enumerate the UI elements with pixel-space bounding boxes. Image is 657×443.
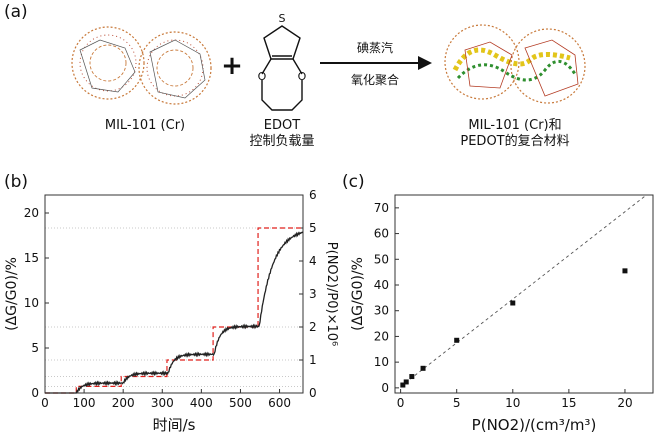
x-tick-label: 400 [190,396,213,410]
y-tick-label: 0 [381,381,389,395]
data-point [454,337,460,343]
x-tick-label: 600 [268,396,291,410]
y-axis-label-left: (ΔG/G0)/% [4,257,20,331]
y-tick-label: 70 [374,201,389,215]
data-point [403,379,409,385]
y-tick-label-right: 1 [309,353,317,367]
y-tick-label-right: 0 [309,386,317,400]
y-tick-label: 10 [374,355,389,369]
y-tick-label: 30 [374,304,389,318]
atom-oxygen-right: O [298,70,307,83]
y-tick-label: 50 [374,252,389,266]
panel-label-b: (b) [4,172,29,192]
y-tick-label: 40 [374,278,389,292]
x-tick-label: 200 [112,396,135,410]
x-tick-label: 500 [229,396,252,410]
linear-fit-line [400,194,647,387]
x-tick-label: 15 [561,396,576,410]
panel-label-a: (a) [4,2,28,22]
y-tick-label: 20 [374,329,389,343]
x-tick-label: 20 [617,396,632,410]
x-tick-label: 100 [73,396,96,410]
data-point [409,374,415,380]
x-axis-label: P(NO2)/(cm³/m³) [472,416,597,434]
atom-sulfur: S [279,12,286,25]
y-tick-label-left: 15 [24,251,39,265]
y-axis-label: (ΔG/G0)/% [350,257,366,331]
x-axis-label: 时间/s [153,416,196,434]
y-tick-label-right: 5 [309,221,317,235]
y-tick-label-right: 2 [309,320,317,334]
arrow-label-bottom: 氧化聚合 [351,72,399,87]
product-caption-line2: PEDOT的复合材料 [460,134,570,149]
product-caption-line1: MIL-101 (Cr)和 [468,118,562,133]
y-tick-label-left: 20 [24,206,39,220]
reaction-arrowhead [418,56,432,70]
edot-structure [261,25,303,111]
data-point [510,300,516,306]
y-tick-label-right: 4 [309,254,317,268]
edot-loading-caption: 控制负载量 [249,134,315,149]
x-tick-label: 10 [505,396,520,410]
x-tick-label: 0 [41,396,49,410]
composite-illustration [444,24,586,104]
plot-frame [394,194,654,394]
time-response-chart: 0 100 200 300 400 500 600051015200123456时间/s(Δ… [4,188,339,434]
mof-cage-illustration [71,26,212,105]
y-tick-label: 60 [374,227,389,241]
plus-sign: + [221,51,243,81]
x-tick-label: 0 [397,396,405,410]
mof-caption: MIL-101 (Cr) [104,118,186,133]
y-axis-label-right: P(NO2)/P0)×10⁶ [324,242,339,346]
data-point [622,268,628,274]
edot-caption: EDOT [263,118,301,133]
data-point [420,365,426,371]
y-tick-label-left: 10 [24,296,39,310]
y-tick-label-left: 0 [31,386,39,400]
y-tick-label-left: 5 [31,341,39,355]
data-point [400,382,406,388]
synthesis-scheme: + S O O 碘蒸汽 氧化聚合 [71,12,586,111]
concentration-response-chart: 0 5 10 15 20 0 10 20 30 40 50 60 70 P(NO2)/(cm³/m³) (Δ… [350,194,654,434]
x-tick-label: 300 [151,396,174,410]
panel-label-c: (c) [342,172,365,192]
atom-oxygen-left: O [258,70,267,83]
response-trace [45,231,304,394]
y-tick-label-right: 3 [309,287,317,301]
x-tick-label: 5 [453,396,461,410]
concentration-step-line [45,227,303,394]
arrow-label-top: 碘蒸汽 [357,40,393,55]
y-tick-label-right: 6 [309,188,317,202]
